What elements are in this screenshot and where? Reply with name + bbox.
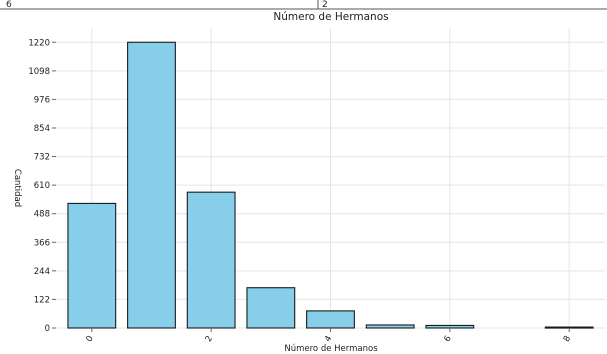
bar-2 bbox=[186, 191, 236, 329]
bar-5 bbox=[365, 324, 415, 329]
x-axis-ticks: 0 2 4 6 8 bbox=[84, 328, 573, 344]
y-tick-label: 244 bbox=[34, 267, 50, 277]
y-axis-ticks: 0 122 244 366 488 610 732 854 976 1098 1220 bbox=[28, 38, 56, 334]
table-cell-right: 2 bbox=[322, 0, 328, 10]
bar-3 bbox=[246, 287, 296, 329]
y-tick-label: 732 bbox=[34, 153, 50, 163]
bar-4 bbox=[306, 310, 355, 329]
table-cell-left: 6 bbox=[6, 0, 12, 10]
bar-0 bbox=[67, 202, 117, 329]
x-tick-label: 0 bbox=[84, 334, 95, 344]
y-tick-label: 976 bbox=[34, 95, 50, 105]
x-axis-label: Número de Hermanos bbox=[284, 344, 378, 354]
y-tick-label: 122 bbox=[34, 295, 50, 305]
x-tick-label: 6 bbox=[442, 334, 453, 344]
y-tick-label: 0 bbox=[45, 324, 50, 334]
chart-title: Número de Hermanos bbox=[273, 11, 388, 23]
bar-8 bbox=[544, 326, 594, 329]
x-tick-label: 8 bbox=[562, 334, 573, 344]
y-tick-label: 610 bbox=[34, 181, 50, 191]
table-strip: 6 2 bbox=[0, 0, 607, 10]
y-tick-label: 1220 bbox=[28, 38, 50, 48]
y-tick-label: 1098 bbox=[28, 67, 50, 77]
x-tick-label: 2 bbox=[204, 334, 215, 344]
y-tick-label: 488 bbox=[34, 210, 50, 220]
bar-1 bbox=[127, 41, 176, 329]
y-tick-label: 854 bbox=[34, 124, 50, 134]
y-tick-label: 366 bbox=[34, 238, 50, 248]
bar-6 bbox=[425, 324, 475, 329]
y-axis-label: Cantidad bbox=[12, 169, 22, 207]
x-tick-label: 4 bbox=[323, 334, 334, 344]
